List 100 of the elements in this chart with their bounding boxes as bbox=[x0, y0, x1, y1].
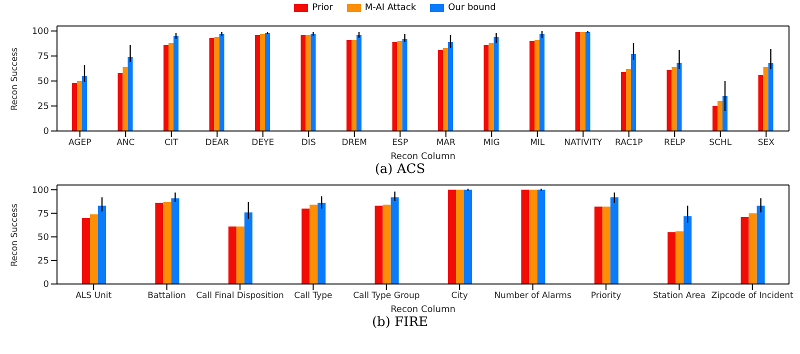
bar bbox=[163, 202, 172, 284]
y-tick-label: 100 bbox=[32, 27, 50, 38]
bar bbox=[580, 32, 586, 131]
y-tick-label: 25 bbox=[38, 102, 49, 112]
y-axis-title: Recon Success bbox=[10, 202, 20, 266]
bar bbox=[72, 83, 77, 131]
legend-label: Our bound bbox=[448, 3, 496, 13]
bar bbox=[352, 40, 356, 131]
bar bbox=[228, 226, 236, 284]
bar bbox=[456, 190, 464, 284]
text: (a) ACS bbox=[374, 162, 426, 177]
x-tick-label: SEX bbox=[758, 138, 775, 148]
bar bbox=[676, 231, 684, 284]
x-tick-label: Priority bbox=[590, 291, 622, 302]
x-tick-label: NATIVITY bbox=[564, 138, 603, 148]
bar bbox=[666, 70, 672, 131]
bar bbox=[98, 206, 106, 284]
bar bbox=[318, 202, 326, 284]
bar bbox=[722, 96, 728, 131]
bar bbox=[219, 34, 224, 131]
bar bbox=[382, 204, 391, 284]
bar bbox=[494, 37, 499, 131]
bar bbox=[631, 54, 636, 131]
bar bbox=[484, 45, 489, 131]
bar bbox=[392, 42, 398, 131]
bar bbox=[521, 190, 530, 284]
bar bbox=[740, 217, 749, 284]
x-tick-label: DEAR bbox=[205, 138, 230, 148]
bar bbox=[306, 35, 311, 131]
y-tick-label: 100 bbox=[32, 186, 50, 196]
x-tick-label: Battalion bbox=[148, 291, 186, 302]
x-tick-label: ANC bbox=[116, 138, 135, 148]
bar bbox=[260, 34, 265, 131]
legend-label: Prior bbox=[312, 3, 333, 13]
text: (b) FIRE bbox=[370, 315, 430, 330]
bar bbox=[155, 202, 164, 284]
bar bbox=[438, 50, 443, 131]
bar bbox=[302, 208, 310, 284]
bar bbox=[255, 35, 260, 131]
bar bbox=[602, 206, 610, 284]
x-tick-label: Call Type bbox=[294, 291, 332, 302]
x-tick-label: Number of Alarms bbox=[494, 291, 572, 302]
bar bbox=[610, 197, 618, 284]
bar bbox=[748, 213, 757, 284]
bar bbox=[118, 73, 123, 131]
bar bbox=[164, 45, 168, 131]
y-tick-label: 75 bbox=[38, 209, 49, 220]
x-tick-label: Call Final Disposition bbox=[196, 291, 284, 302]
bar bbox=[575, 32, 580, 131]
bar bbox=[443, 48, 448, 131]
bar bbox=[585, 32, 590, 131]
bar bbox=[244, 212, 252, 284]
bar bbox=[77, 81, 82, 131]
bar bbox=[310, 204, 318, 284]
bar bbox=[448, 190, 456, 284]
bar bbox=[758, 75, 764, 131]
bar bbox=[168, 43, 174, 131]
x-tick-label: Station Area bbox=[652, 291, 706, 302]
y-tick-label: 50 bbox=[38, 77, 50, 88]
bar bbox=[626, 69, 631, 131]
bar bbox=[534, 40, 540, 131]
bar bbox=[672, 67, 677, 131]
x-tick-label: ALS Unit bbox=[76, 291, 112, 302]
bar bbox=[676, 63, 682, 131]
x-tick-label: MIL bbox=[530, 138, 545, 148]
bar bbox=[174, 36, 178, 131]
x-tick-label: SCHL bbox=[709, 138, 732, 148]
bar bbox=[530, 41, 534, 131]
bar bbox=[718, 101, 722, 131]
bar bbox=[668, 232, 676, 284]
bar bbox=[300, 35, 306, 131]
y-axis-title: Recon Success bbox=[10, 46, 20, 110]
x-tick-label: AGEP bbox=[68, 138, 92, 148]
x-tick-label: MIG bbox=[483, 138, 500, 148]
x-tick-label: Zipcode of Incident bbox=[711, 291, 794, 302]
bar bbox=[712, 106, 718, 131]
bar bbox=[265, 33, 270, 131]
bar bbox=[594, 206, 602, 284]
x-tick-label: RAC1P bbox=[615, 138, 643, 148]
x-tick-label: DEYE bbox=[252, 138, 274, 148]
bar bbox=[402, 39, 408, 131]
bar bbox=[390, 197, 399, 284]
bar bbox=[310, 34, 316, 131]
x-axis-title: Recon Column bbox=[390, 152, 456, 162]
bar bbox=[82, 218, 90, 284]
bar bbox=[464, 190, 472, 284]
x-axis-title: Recon Column bbox=[390, 305, 456, 315]
legend-label: M-AI Attack bbox=[364, 3, 416, 13]
y-tick-label: 50 bbox=[38, 233, 50, 244]
bar bbox=[209, 38, 214, 131]
bar bbox=[171, 198, 180, 284]
x-tick-label: DIS bbox=[301, 138, 316, 148]
bar bbox=[346, 40, 352, 131]
bar bbox=[122, 67, 128, 131]
bar bbox=[488, 43, 494, 131]
x-tick-label: ESP bbox=[392, 138, 408, 148]
bar bbox=[448, 42, 453, 131]
bar bbox=[397, 41, 402, 131]
x-tick-label: City bbox=[451, 291, 468, 302]
bar bbox=[756, 206, 765, 284]
